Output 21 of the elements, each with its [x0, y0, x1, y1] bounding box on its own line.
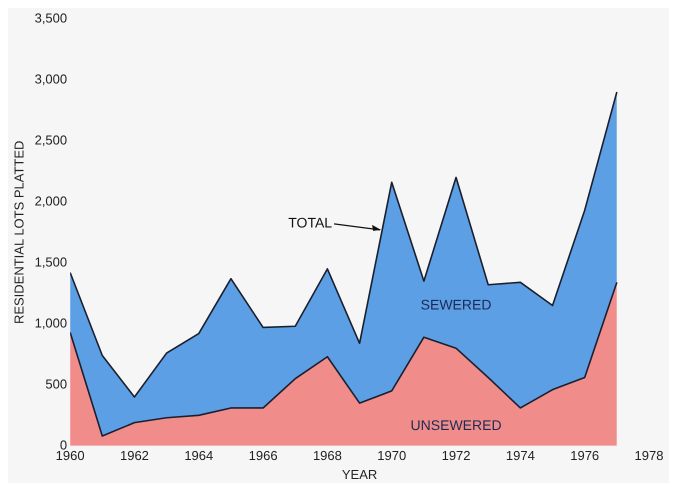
x-axis-title: YEAR [342, 466, 378, 482]
annotation: TOTAL [288, 214, 332, 231]
x-tick-label: 1968 [312, 448, 342, 464]
y-tick-label: 3,500 [34, 10, 68, 26]
series-label: SEWERED [420, 296, 492, 312]
y-tick-label: 2,000 [34, 193, 68, 208]
x-tick-label: 1962 [120, 448, 149, 464]
x-tick-label: 1972 [442, 448, 471, 464]
x-tick-label: 1976 [570, 448, 600, 464]
x-tick-label: 1964 [184, 448, 214, 464]
y-axis-title: RESIDENTIAL LOTS PLATTED [11, 140, 26, 324]
x-tick-label: 1970 [377, 448, 406, 464]
series-label: UNSEWERED [410, 417, 502, 434]
x-tick-label: 1974 [506, 448, 535, 464]
x-tick-label: 1978 [634, 448, 664, 464]
x-tick-label: 1966 [248, 448, 278, 464]
y-tick-label: 2,500 [34, 132, 68, 148]
y-tick-label: 500 [45, 376, 68, 392]
y-tick-label: 3,000 [34, 71, 68, 86]
y-tick-label: 1,500 [34, 254, 68, 270]
y-tick-label: 1,000 [34, 315, 68, 330]
